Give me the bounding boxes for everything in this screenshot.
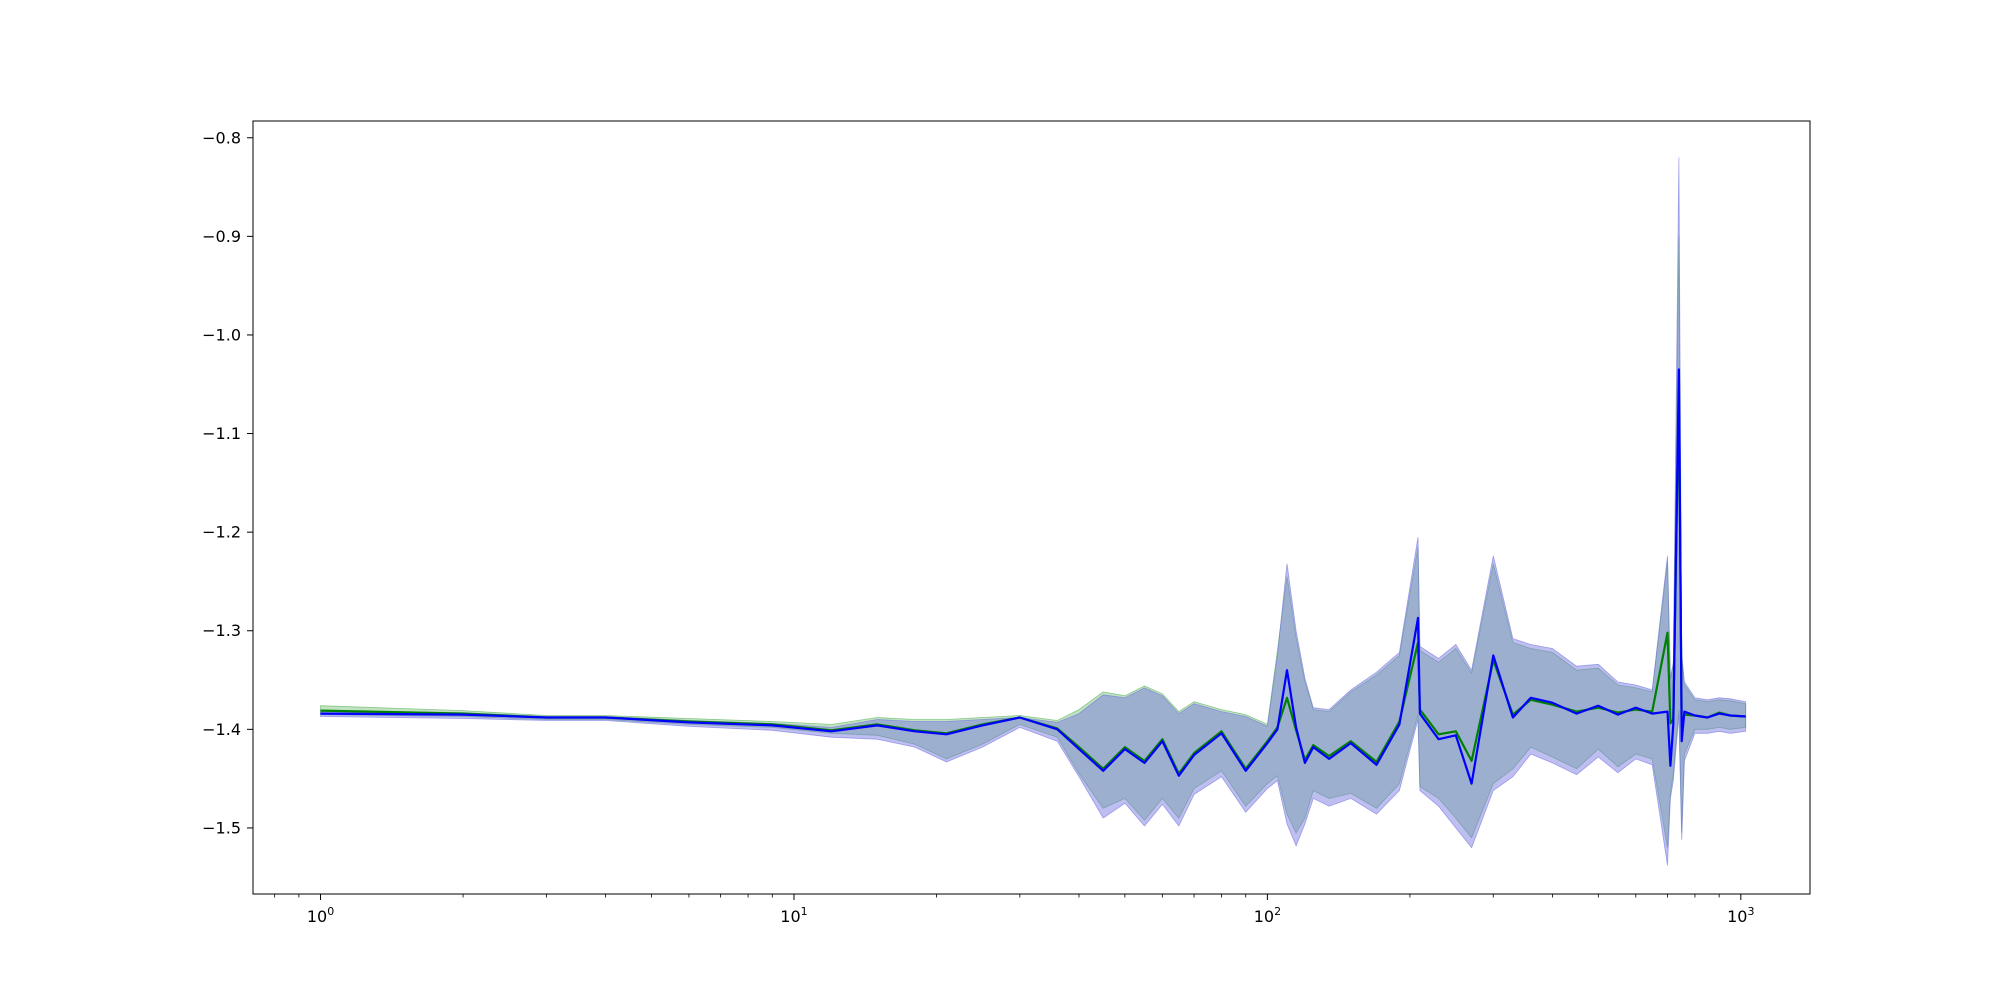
y-tick-label: −1.1 xyxy=(202,424,241,443)
y-tick-label: −1.3 xyxy=(202,621,241,640)
y-tick-label: −1.4 xyxy=(202,720,241,739)
y-tick-label: −0.9 xyxy=(202,227,241,246)
y-tick-label: −0.8 xyxy=(202,128,241,147)
y-tick-label: −1.0 xyxy=(202,325,241,344)
y-tick-label: −1.2 xyxy=(202,523,241,542)
y-tick-label: −1.5 xyxy=(202,818,241,837)
